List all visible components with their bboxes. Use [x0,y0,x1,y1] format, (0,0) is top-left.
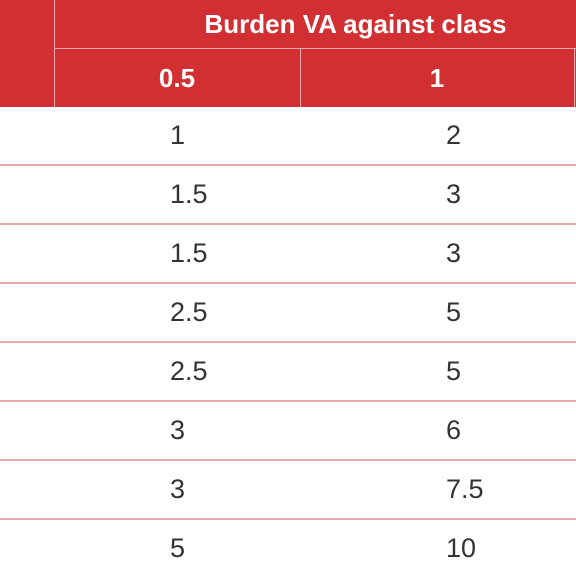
header-row-group: Burden VA against class [0,0,576,107]
cell-class-next [574,224,576,284]
table-row: 1.5 3 [0,224,576,284]
row-label-cell [0,165,54,225]
table-row: 2.5 5 [0,342,576,402]
cell-class-next [574,401,576,461]
cell-class-0-5: 3 [54,460,300,520]
cell-class-next [574,519,576,576]
table-row: 5 10 [0,519,576,576]
row-label-cell [0,283,54,343]
cell-class-1: 2 [300,107,574,166]
table-row: 2.5 5 [0,283,576,343]
row-label-cell [0,107,54,166]
cell-class-next [574,107,576,166]
table-row: 3 7.5 [0,460,576,520]
cell-class-1: 5 [300,342,574,402]
header-class-1: 1 [300,48,575,107]
cell-class-0-5: 2.5 [54,342,300,402]
row-label-cell [0,519,54,576]
row-label-cell [0,401,54,461]
cell-class-1: 3 [300,224,574,284]
row-label-cell [0,460,54,520]
table-header: Burden VA against class 0.5 1 [0,0,576,107]
cell-class-1: 3 [300,165,574,225]
header-class-next [574,48,576,107]
cell-class-next [574,283,576,343]
table-body: 1 2 1.5 3 1.5 3 2.5 5 [0,107,576,576]
cell-class-1: 7.5 [300,460,574,520]
cell-class-0-5: 1.5 [54,165,300,225]
header-class-0-5: 0.5 [54,48,301,107]
cell-class-next [574,460,576,520]
cell-class-1: 6 [300,401,574,461]
cell-class-1: 5 [300,283,574,343]
cell-class-1: 10 [300,519,574,576]
cell-class-0-5: 3 [54,401,300,461]
row-label-cell [0,224,54,284]
cell-class-0-5: 1.5 [54,224,300,284]
table-row: 1.5 3 [0,165,576,225]
table-row: 3 6 [0,401,576,461]
cell-class-0-5: 1 [54,107,300,166]
cell-class-next [574,165,576,225]
row-label-cell [0,342,54,402]
header-row-classes: 0.5 1 [0,48,576,107]
header-corner-cell [0,0,55,107]
header-group-title: Burden VA against class [54,0,576,49]
cell-class-0-5: 2.5 [54,283,300,343]
cell-class-next [574,342,576,402]
table-row: 1 2 [0,107,576,166]
cell-class-0-5: 5 [54,519,300,576]
